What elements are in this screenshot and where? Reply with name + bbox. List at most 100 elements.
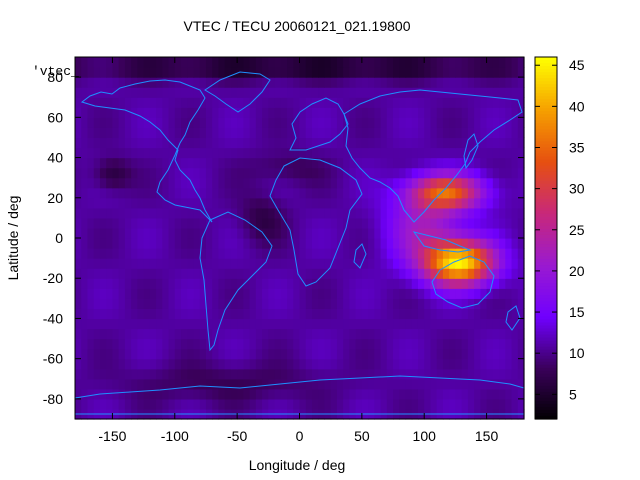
heatmap-cell (224, 348, 232, 360)
heatmap-cell (442, 338, 450, 350)
heatmap-cell (212, 348, 220, 360)
heatmap-cell (386, 278, 394, 289)
heatmap-cell (237, 278, 244, 289)
heatmap-cell (380, 308, 388, 320)
heatmap-cell (449, 117, 457, 128)
heatmap-cell (274, 87, 282, 98)
heatmap-cell (187, 87, 195, 98)
colorbar-band (535, 159, 557, 164)
heatmap-cell (474, 227, 481, 239)
heatmap-cell (349, 388, 357, 400)
heatmap-cell (193, 77, 201, 88)
heatmap-cell (181, 97, 188, 108)
heatmap-cell (75, 358, 82, 370)
heatmap-cell (505, 278, 513, 289)
heatmap-cell (499, 107, 506, 118)
heatmap-cell (492, 137, 500, 149)
heatmap-cell (349, 288, 357, 299)
heatmap-cell (305, 167, 313, 179)
heatmap-cell (405, 207, 413, 219)
heatmap-cell (280, 368, 288, 380)
heatmap-cell (162, 97, 170, 108)
heatmap-cell (243, 97, 251, 108)
heatmap-cell (374, 318, 382, 330)
heatmap-cell (442, 238, 450, 249)
heatmap-cell (149, 167, 157, 179)
heatmap-cell (399, 268, 407, 279)
heatmap-cell (299, 137, 307, 149)
heatmap-cell (218, 117, 226, 128)
heatmap-cell (324, 177, 332, 189)
heatmap-cell (436, 238, 444, 249)
heatmap-cell (174, 398, 182, 410)
colorbar-band (535, 250, 557, 254)
heatmap-cell (424, 298, 432, 309)
heatmap-cell (349, 378, 357, 390)
heatmap-cell (449, 207, 457, 219)
heatmap-cell (187, 217, 195, 229)
heatmap-cell (411, 368, 419, 380)
heatmap-cells (75, 57, 525, 420)
heatmap-cell (361, 207, 369, 219)
heatmap-cell (467, 318, 475, 330)
heatmap-cell (430, 97, 438, 108)
heatmap-cell (99, 258, 107, 269)
colorbar-band (535, 93, 557, 97)
heatmap-cell (218, 157, 226, 169)
heatmap-cell (274, 177, 282, 189)
heatmap-cell (386, 308, 394, 320)
heatmap-cell (149, 57, 157, 68)
heatmap-cell (87, 147, 95, 159)
heatmap-cell (474, 248, 481, 259)
heatmap-cell (237, 378, 244, 390)
heatmap-cell (486, 338, 494, 350)
heatmap-cell (187, 157, 195, 169)
heatmap-cell (262, 87, 269, 98)
heatmap-cell (386, 97, 394, 108)
heatmap-cell (505, 238, 513, 249)
heatmap-cell (517, 268, 525, 279)
heatmap-cell (262, 268, 269, 279)
heatmap-cell (474, 207, 481, 219)
heatmap-cell (268, 278, 276, 289)
heatmap-cell (299, 57, 307, 68)
heatmap-cell (243, 127, 251, 139)
heatmap-cell (318, 308, 326, 320)
heatmap-cell (417, 197, 425, 209)
heatmap-cell (262, 67, 269, 78)
heatmap-cell (156, 338, 163, 350)
heatmap-cell (505, 207, 513, 219)
heatmap-cell (99, 117, 107, 128)
heatmap-cell (193, 258, 201, 269)
heatmap-cell (461, 308, 469, 320)
heatmap-cell (467, 197, 475, 209)
heatmap-cell (168, 318, 176, 330)
heatmap-cell (405, 167, 413, 179)
heatmap-cell (505, 388, 513, 400)
heatmap-cell (355, 127, 363, 139)
heatmap-cell (106, 97, 114, 108)
heatmap-cell (287, 177, 294, 189)
heatmap-cell (430, 117, 438, 128)
colorbar-band (535, 84, 557, 88)
heatmap-cell (87, 67, 95, 78)
heatmap-cell (324, 197, 332, 209)
heatmap-cell (124, 388, 132, 400)
colorbar-band (535, 75, 557, 79)
heatmap-cell (106, 248, 114, 259)
heatmap-cell (499, 268, 506, 279)
heatmap-cell (293, 137, 301, 149)
heatmap-cell (255, 227, 263, 239)
heatmap-cell (199, 318, 207, 330)
heatmap-cell (199, 157, 207, 169)
heatmap-cell (374, 368, 382, 380)
heatmap-cell (262, 177, 269, 189)
heatmap-cell (449, 147, 457, 159)
heatmap-cell (124, 308, 132, 320)
heatmap-cell (449, 217, 457, 229)
heatmap-cell (287, 388, 294, 400)
heatmap-cell (156, 368, 163, 380)
heatmap-cell (336, 338, 344, 350)
heatmap-cell (324, 127, 332, 139)
heatmap-cell (293, 157, 301, 169)
